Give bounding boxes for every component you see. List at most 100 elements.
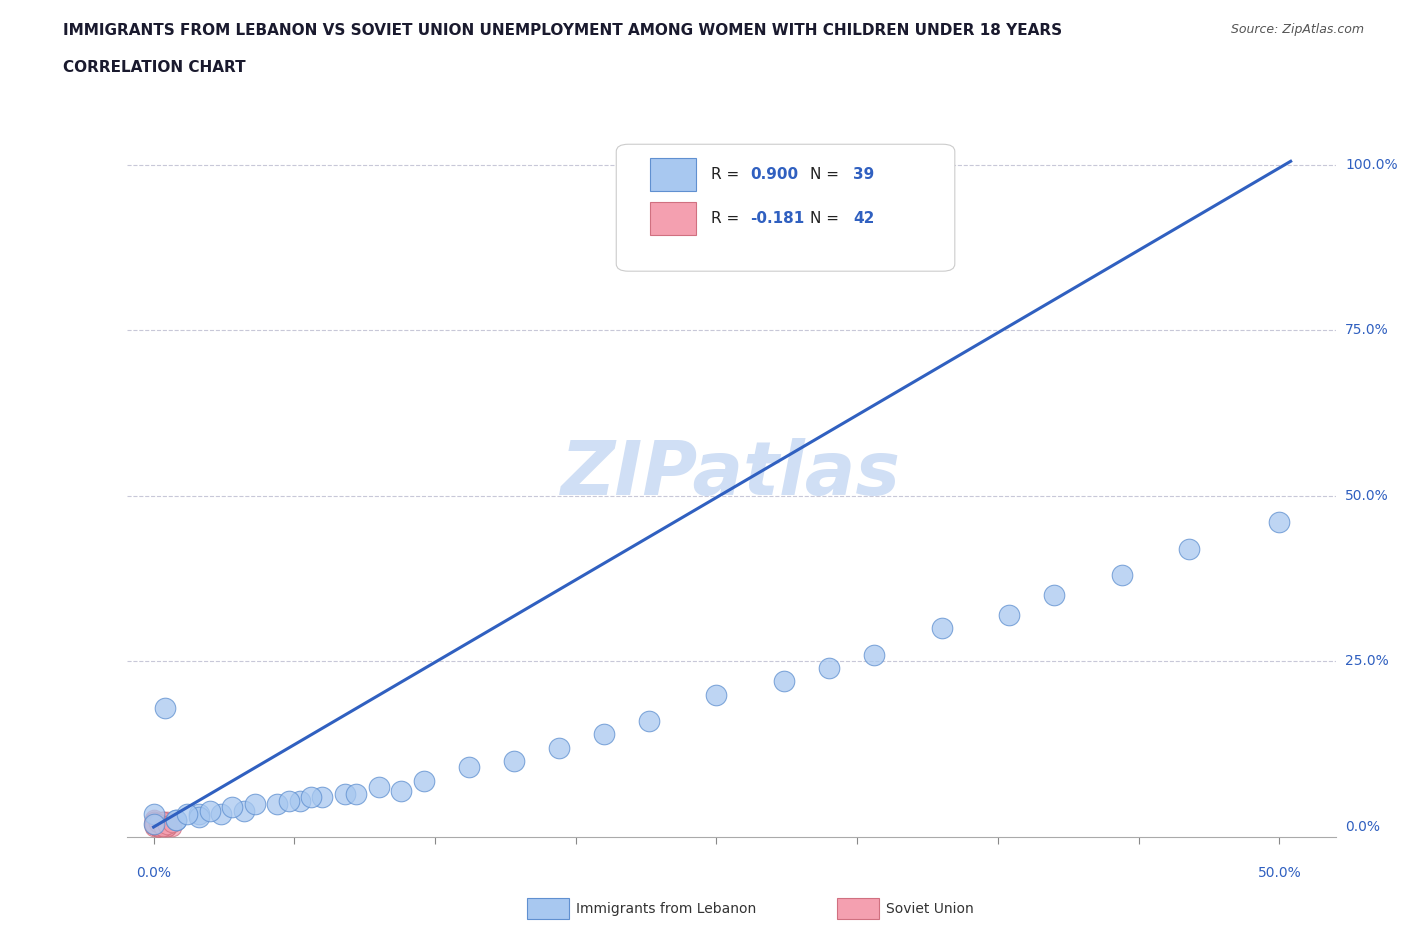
Point [165,813,187,828]
Text: Source: ZipAtlas.com: Source: ZipAtlas.com [1230,23,1364,36]
Point [156,817,179,832]
Point [142,817,165,832]
Point [187,810,209,825]
Point [593,727,616,742]
Point [160,819,183,834]
Point [142,817,165,831]
Point [156,819,179,834]
Bar [650,202,696,235]
Text: R =: R = [710,211,744,226]
Point [152,817,174,832]
Point [209,806,232,821]
Point [277,793,299,808]
Point [146,819,169,834]
Text: IMMIGRANTS FROM LEBANON VS SOVIET UNION UNEMPLOYMENT AMONG WOMEN WITH CHILDREN U: IMMIGRANTS FROM LEBANON VS SOVIET UNION … [63,23,1063,38]
Point [152,817,174,832]
Text: Immigrants from Lebanon: Immigrants from Lebanon [576,901,756,916]
Point [176,806,198,821]
Text: -0.181: -0.181 [751,211,804,226]
Bar [650,158,696,192]
Point [863,647,886,662]
Point [152,814,174,829]
Point [1268,515,1291,530]
Text: 39: 39 [853,167,875,182]
Point [146,816,169,830]
Text: N =: N = [810,167,844,182]
Point [160,816,183,830]
Text: ZIPatlas: ZIPatlas [561,438,901,511]
Point [146,819,169,834]
Text: 0.0%: 0.0% [1346,820,1381,834]
Text: N =: N = [810,211,844,226]
Text: 42: 42 [853,211,875,226]
Text: CORRELATION CHART: CORRELATION CHART [63,60,246,75]
Point [146,819,169,834]
FancyBboxPatch shape [616,144,955,272]
Text: 0.0%: 0.0% [136,866,172,880]
Point [773,674,796,689]
Point [333,787,356,802]
Point [243,796,266,811]
Point [232,804,254,818]
Point [152,819,174,834]
Point [412,773,434,788]
Point [165,813,187,828]
Point [638,713,661,728]
Point [502,753,524,768]
Point [931,621,953,636]
Point [547,740,569,755]
Point [156,819,179,834]
Point [142,817,165,832]
Point [457,760,479,775]
Point [142,819,165,834]
Point [146,816,169,830]
Point [706,687,728,702]
Point [1178,541,1201,556]
Point [998,607,1021,622]
Point [142,817,165,832]
Text: 50.0%: 50.0% [1346,489,1389,503]
Point [344,787,367,802]
Point [288,793,311,808]
Point [156,814,179,829]
Point [187,806,209,821]
Point [142,817,165,832]
Point [152,817,174,832]
Point [818,660,841,675]
Point [221,800,243,815]
Text: R =: R = [710,167,744,182]
Point [156,816,179,830]
Point [198,804,221,818]
Point [142,814,165,829]
Point [146,816,169,830]
Point [152,816,174,830]
Point [146,816,169,830]
Point [367,780,389,795]
Point [311,790,333,804]
Text: 50.0%: 50.0% [1257,866,1302,880]
Point [152,817,174,832]
Point [146,819,169,834]
Point [152,814,174,829]
Text: 25.0%: 25.0% [1346,655,1389,669]
Point [153,700,176,715]
Point [299,790,322,804]
Point [142,814,165,829]
Point [156,816,179,830]
Point [152,817,174,832]
Point [266,796,288,811]
Point [146,817,169,832]
Point [146,819,169,834]
Point [142,812,165,827]
Point [152,817,174,832]
Text: 75.0%: 75.0% [1346,324,1389,338]
Text: 100.0%: 100.0% [1346,157,1398,172]
Point [156,816,179,830]
Point [1043,588,1066,603]
Point [142,816,165,830]
Point [389,783,412,798]
Text: 0.900: 0.900 [751,167,799,182]
Point [1111,568,1133,583]
Point [146,819,169,834]
Point [152,819,174,834]
